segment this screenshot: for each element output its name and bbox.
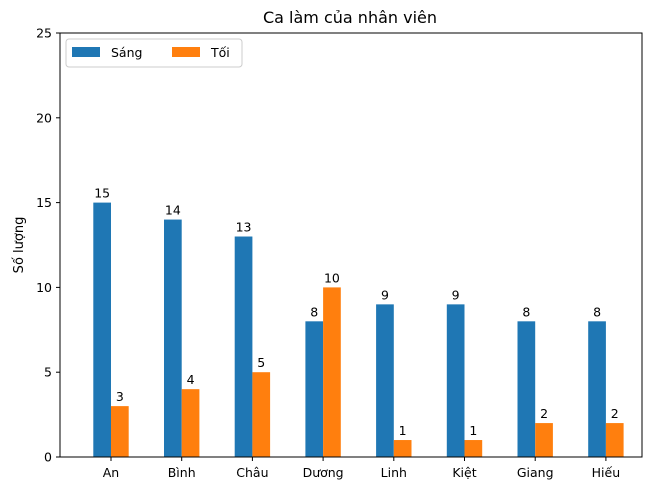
data-label-toi-5: 1 [469,423,477,438]
data-label-sang-1: 14 [165,203,181,218]
y-tick-label-2: 10 [36,280,52,295]
data-label-toi-1: 4 [187,372,195,387]
legend-swatch-sang [72,47,100,57]
data-label-sang-5: 9 [452,287,460,302]
data-labels-layer: 15 3 14 4 13 5 8 10 9 1 9 1 8 2 8 2 [94,186,619,438]
bar-toi-7 [605,423,624,457]
x-tick-label-0: An [103,465,119,480]
data-label-sang-2: 13 [236,220,252,235]
y-tick-label-0: 0 [44,450,52,465]
bars-layer [93,202,624,457]
bar-toi-4 [393,440,412,457]
data-label-sang-7: 8 [593,304,601,319]
y-axis-label: Số lượng [12,217,27,274]
y-tick-label-1: 5 [44,365,52,380]
data-label-sang-0: 15 [94,186,110,201]
data-label-toi-3: 10 [324,270,340,285]
x-tick-label-3: Dương [303,465,344,480]
bar-toi-6 [535,423,553,457]
plot-frame [59,32,643,458]
bar-sang-0 [93,202,111,457]
legend-label-sang: Sáng [111,45,142,60]
data-label-toi-4: 1 [399,423,407,438]
legend: Sáng Tối [65,38,243,68]
bar-sang-1 [164,219,182,457]
bar-sang-2 [234,236,253,457]
bar-toi-3 [323,287,341,457]
x-tick-label-6: Giang [517,465,554,480]
x-tick-label-5: Kiệt [452,465,476,480]
bar-toi-5 [464,440,483,457]
bar-sang-7 [588,321,606,457]
bar-sang-3 [305,321,324,457]
bar-toi-1 [181,389,200,457]
data-label-toi-0: 3 [116,389,124,404]
x-tick-label-4: Linh [381,465,407,480]
data-label-toi-6: 2 [540,406,548,421]
legend-box [65,38,243,68]
bar-toi-2 [252,372,271,457]
bar-sang-5 [446,304,465,457]
axes-layer: An Bình Châu Dương Linh Kiệt Giang Hiếu05101520… [36,26,620,481]
bar-toi-0 [111,406,129,457]
y-tick-label-5: 25 [36,26,52,41]
bar-sang-6 [517,321,536,457]
data-label-toi-2: 5 [257,355,265,370]
x-tick-label-2: Châu [236,465,268,480]
x-tick-label-1: Bình [168,465,196,480]
legend-label-toi: Tối [210,45,230,60]
x-tick-label-7: Hiếu [592,465,621,480]
data-label-sang-3: 8 [310,304,318,319]
data-label-toi-7: 2 [611,406,619,421]
y-tick-label-3: 15 [36,195,52,210]
chart-title: Ca làm của nhân viên [263,8,437,27]
legend-swatch-toi [172,47,200,57]
y-tick-label-4: 20 [36,110,52,125]
data-label-sang-6: 8 [522,304,530,319]
bar-sang-4 [376,304,394,457]
data-label-sang-4: 9 [381,287,389,302]
